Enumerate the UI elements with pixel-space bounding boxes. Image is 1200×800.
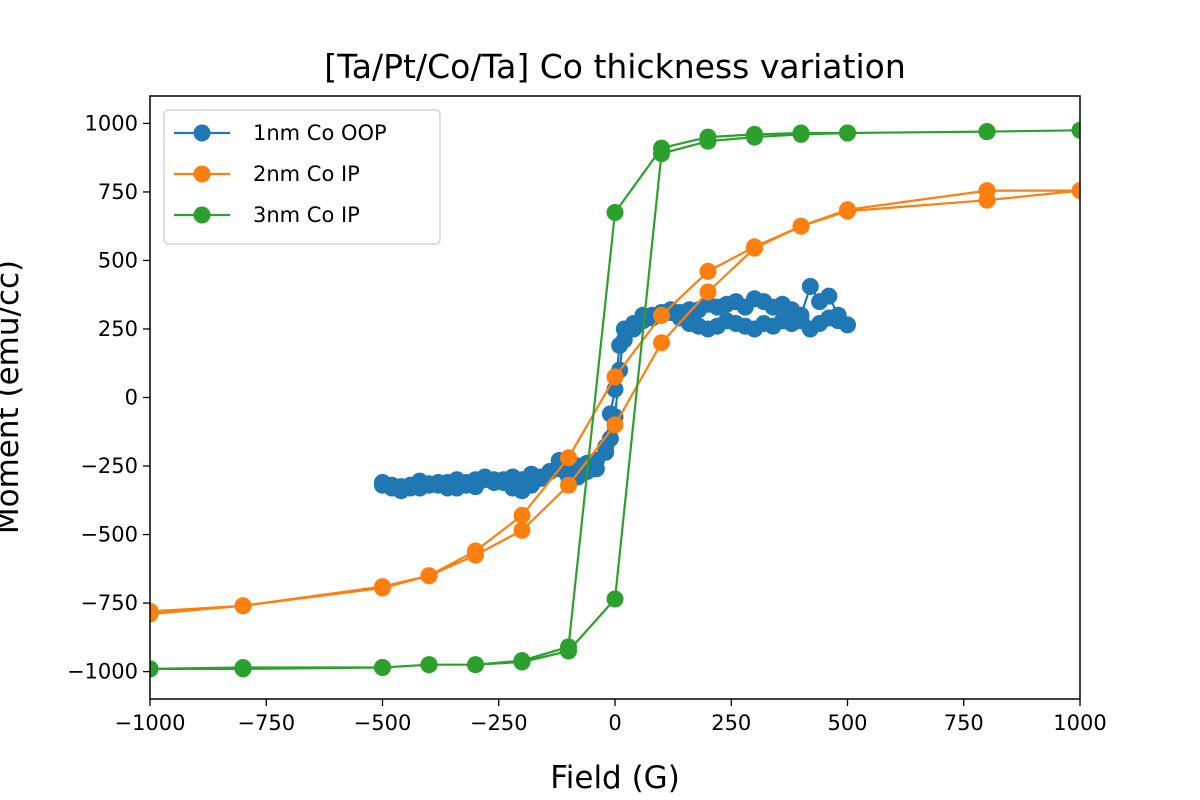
data-point: [560, 449, 577, 467]
data-point: [150, 660, 159, 678]
series-3: [150, 121, 1080, 678]
data-point: [653, 139, 670, 157]
data-point: [634, 306, 652, 324]
series-line: [150, 189, 1080, 616]
data-point: [801, 278, 819, 295]
data-point: [699, 262, 717, 280]
data-point: [746, 125, 763, 143]
data-point: [1071, 121, 1080, 139]
data-point: [699, 283, 717, 301]
x-tick-label: 750: [944, 711, 984, 735]
chart-title: [Ta/Pt/Co/Ta] Co thickness variation: [324, 47, 906, 86]
data-point: [467, 656, 484, 674]
data-point: [420, 656, 438, 674]
data-point: [374, 476, 391, 494]
legend-label: 2nm Co IP: [253, 162, 360, 186]
legend: 1nm Co OOP 2nm Co IP 3nm Co IP: [163, 109, 441, 245]
y-tick-label: 750: [98, 180, 138, 204]
data-point: [653, 306, 670, 324]
data-point: [513, 652, 531, 670]
data-point: [792, 217, 810, 235]
y-tick-label: −750: [80, 591, 138, 615]
data-point: [839, 124, 856, 142]
data-point: [234, 660, 252, 678]
data-point: [653, 334, 670, 352]
x-tick-label: 500: [827, 711, 867, 735]
legend-marker: [193, 165, 211, 183]
legend-marker: [193, 206, 211, 224]
data-point: [1071, 182, 1080, 200]
series-1: [374, 278, 856, 500]
x-axis: −1000 −750 −500 −250 0 250 500 750 1000: [114, 699, 1107, 735]
x-tick-label: 250: [711, 711, 751, 735]
x-tick-label: −1000: [114, 711, 185, 735]
data-point: [467, 542, 484, 560]
data-point: [606, 416, 624, 434]
legend-frame: [163, 109, 441, 245]
data-point: [792, 124, 810, 142]
series-line: [150, 129, 1080, 671]
data-point: [513, 506, 531, 524]
data-point: [234, 597, 252, 615]
series-layer: [150, 121, 1080, 678]
data-point: [699, 128, 717, 146]
data-point: [420, 567, 438, 585]
data-point: [839, 201, 856, 219]
data-point: [560, 476, 577, 494]
data-point: [811, 293, 829, 311]
data-point: [597, 438, 615, 456]
data-point: [606, 590, 624, 608]
y-axis: −1000 −750 −500 −250 0 250 500 750 1000: [67, 111, 150, 684]
y-tick-label: 1000: [85, 111, 138, 135]
data-point: [978, 123, 996, 141]
x-tick-label: −750: [237, 711, 295, 735]
x-tick-label: −500: [354, 711, 412, 735]
y-tick-label: −250: [80, 454, 138, 478]
legend-label: 1nm Co OOP: [253, 121, 387, 145]
series-2: [150, 182, 1080, 623]
data-point: [606, 368, 624, 386]
data-point: [150, 602, 159, 620]
x-tick-label: 1000: [1053, 711, 1106, 735]
data-point: [374, 578, 391, 596]
data-point: [606, 204, 624, 221]
data-point: [374, 659, 391, 676]
data-point: [829, 306, 847, 324]
y-tick-label: 500: [98, 248, 138, 272]
data-point: [611, 336, 629, 354]
data-point: [746, 238, 763, 256]
x-tick-label: 0: [608, 711, 621, 735]
y-tick-label: 250: [98, 317, 138, 341]
x-tick-label: −250: [470, 711, 528, 735]
data-point: [978, 182, 996, 200]
y-tick-label: 0: [125, 386, 138, 410]
y-tick-label: −1000: [67, 660, 138, 684]
legend-marker: [193, 124, 211, 142]
legend-label: 3nm Co IP: [253, 203, 360, 227]
data-point: [560, 638, 577, 656]
data-point: [513, 521, 531, 539]
y-tick-label: −500: [80, 523, 138, 547]
y-axis-label: Moment (emu/cc): [0, 260, 26, 534]
x-axis-label: Field (G): [550, 760, 680, 796]
